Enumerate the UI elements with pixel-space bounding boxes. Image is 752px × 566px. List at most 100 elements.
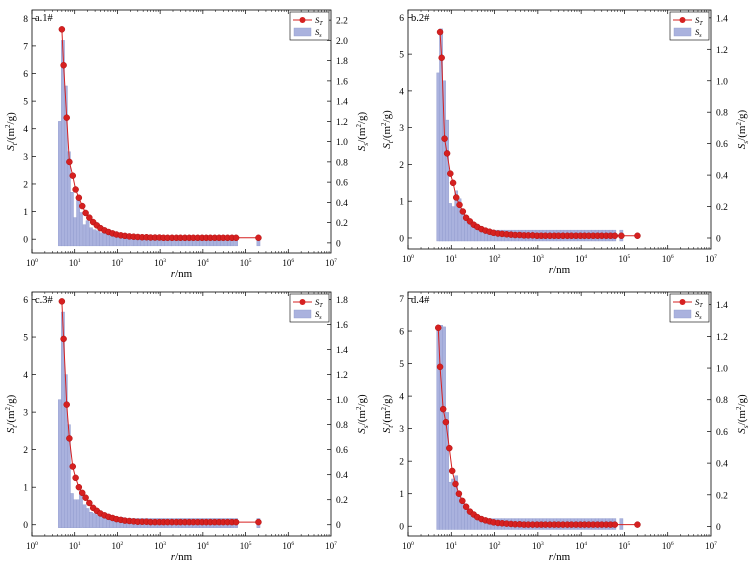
- y-right-tick-label: 1.0: [336, 396, 348, 406]
- st-line: [61, 301, 259, 523]
- st-point: [447, 170, 454, 177]
- y-left-tick-label: 6: [399, 14, 404, 24]
- st-point: [634, 232, 641, 240]
- chart-panel-3: 100 101 102 103 104 105 106 107 r/nm 0 1 2 3 4 5 6 St/(m…: [4, 291, 370, 563]
- chart-panel-2: 100 101 102 103 104 105 106 107 r/nm 0 1 2 3 4 5 6 St/(m…: [380, 9, 750, 276]
- x-tick-label: 105: [240, 541, 252, 551]
- x-tick-label: 100: [26, 541, 38, 551]
- st-markers: [58, 298, 262, 526]
- y-left-tick-label: 4: [23, 125, 28, 135]
- x-tick-label: 100: [402, 541, 414, 551]
- st-point: [66, 435, 73, 442]
- ss-bar: [73, 499, 77, 528]
- legend-st-marker: [679, 299, 686, 305]
- y-axis-left: 0 1 2 3 4 5 6 7: [399, 295, 412, 533]
- x-tick-label: 107: [705, 541, 717, 551]
- st-point: [72, 474, 79, 482]
- legend-ss-label: Ss: [315, 27, 322, 39]
- y-right-tick-label: 0: [716, 523, 721, 533]
- y-right-tick-label: 0.8: [336, 421, 348, 431]
- y-axis-label-right: Ss/(m2/g): [735, 109, 750, 149]
- st-point: [611, 521, 619, 528]
- st-point: [455, 490, 463, 497]
- st-point: [459, 208, 467, 215]
- x-tick-label: 104: [197, 258, 209, 268]
- y-left-tick-label: 1: [399, 490, 404, 500]
- y-left-tick-label: 3: [399, 425, 404, 435]
- y-left-tick-label: 4: [399, 393, 404, 403]
- ss-bar: [89, 227, 93, 247]
- x-tick-label: 106: [282, 541, 294, 551]
- plot-frame: [31, 9, 332, 254]
- x-axis: 100 101 102 103 104 105 106 107: [26, 292, 337, 551]
- ss-bar: [85, 508, 90, 528]
- st-point: [436, 28, 444, 36]
- legend-ss-label: Ss: [315, 309, 322, 321]
- ss-bar: [442, 326, 446, 530]
- y-right-tick-label: 0.6: [336, 446, 348, 456]
- y-left-tick-label: 3: [23, 153, 28, 163]
- y-axis-left: 0 1 2 3 4 5 6: [23, 296, 36, 531]
- st-point: [438, 54, 445, 62]
- y-axis-label-left: St/(m2/g): [4, 112, 19, 151]
- st-point: [86, 499, 93, 507]
- y-left-tick-label: 0: [399, 234, 404, 244]
- y-right-tick-label: 1.0: [336, 138, 348, 148]
- y-axis-label-right: Ss/(m2/g): [355, 111, 370, 151]
- y-left-tick-label: 4: [399, 87, 404, 97]
- x-axis: 100 101 102 103 104 105 106 107: [402, 10, 717, 264]
- y-right-tick-label: 0.4: [336, 471, 348, 481]
- ss-bar: [73, 217, 77, 247]
- x-tick-label: 102: [112, 541, 124, 551]
- st-point: [446, 444, 453, 452]
- chart-panel-4: 100 101 102 103 104 105 106 107 r/nm 0 1 2 3 4 5 6 7 St/(…: [380, 291, 750, 563]
- x-tick-label: 103: [154, 258, 166, 268]
- st-point: [618, 232, 625, 240]
- x-tick-label: 101: [69, 258, 81, 268]
- st-point: [452, 480, 459, 488]
- y-left-tick-label: 1: [399, 198, 404, 208]
- plot-frame: [407, 291, 712, 537]
- ss-bars: [58, 311, 261, 528]
- st-point: [443, 150, 451, 157]
- ss-bar: [102, 233, 107, 247]
- y-axis-left: 0 1 2 3 4 5 6: [399, 14, 412, 244]
- y-left-tick-label: 5: [23, 98, 28, 108]
- panel-label: d.4#: [411, 295, 430, 306]
- st-point: [435, 324, 442, 332]
- ss-bar: [445, 412, 449, 530]
- st-point: [456, 201, 463, 209]
- st-point: [452, 194, 460, 201]
- y-right-tick-label: 1.6: [336, 77, 348, 87]
- st-point: [436, 363, 444, 371]
- y-right-tick-label: 0.2: [716, 491, 728, 501]
- st-point: [611, 232, 619, 240]
- st-point: [441, 135, 448, 142]
- st-point: [66, 158, 73, 166]
- y-right-tick-label: 1.0: [716, 365, 728, 375]
- x-tick-label: 103: [532, 254, 544, 264]
- y-left-tick-label: 3: [23, 409, 28, 419]
- y-right-tick-label: 1.4: [716, 301, 728, 311]
- ss-bar: [85, 220, 90, 247]
- x-tick-label: 106: [662, 254, 674, 264]
- x-axis-label: r/nm: [549, 551, 571, 563]
- y-right-tick-label: 1.2: [336, 371, 348, 381]
- y-right-tick-label: 2.0: [336, 37, 348, 47]
- y-right-tick-label: 0.6: [336, 179, 348, 189]
- ss-bar: [89, 512, 93, 528]
- x-tick-label: 100: [402, 254, 414, 264]
- legend-st-marker: [299, 299, 306, 305]
- st-point: [82, 209, 89, 217]
- y-left-tick-label: 7: [399, 295, 404, 305]
- x-tick-label: 104: [575, 254, 587, 264]
- st-point: [60, 335, 67, 343]
- x-tick-label: 107: [325, 258, 337, 268]
- st-point: [634, 521, 641, 528]
- x-tick-label: 106: [662, 541, 674, 551]
- y-left-tick-label: 0: [399, 523, 404, 533]
- y-right-tick-label: 0.2: [336, 496, 348, 506]
- x-tick-label: 103: [532, 541, 544, 551]
